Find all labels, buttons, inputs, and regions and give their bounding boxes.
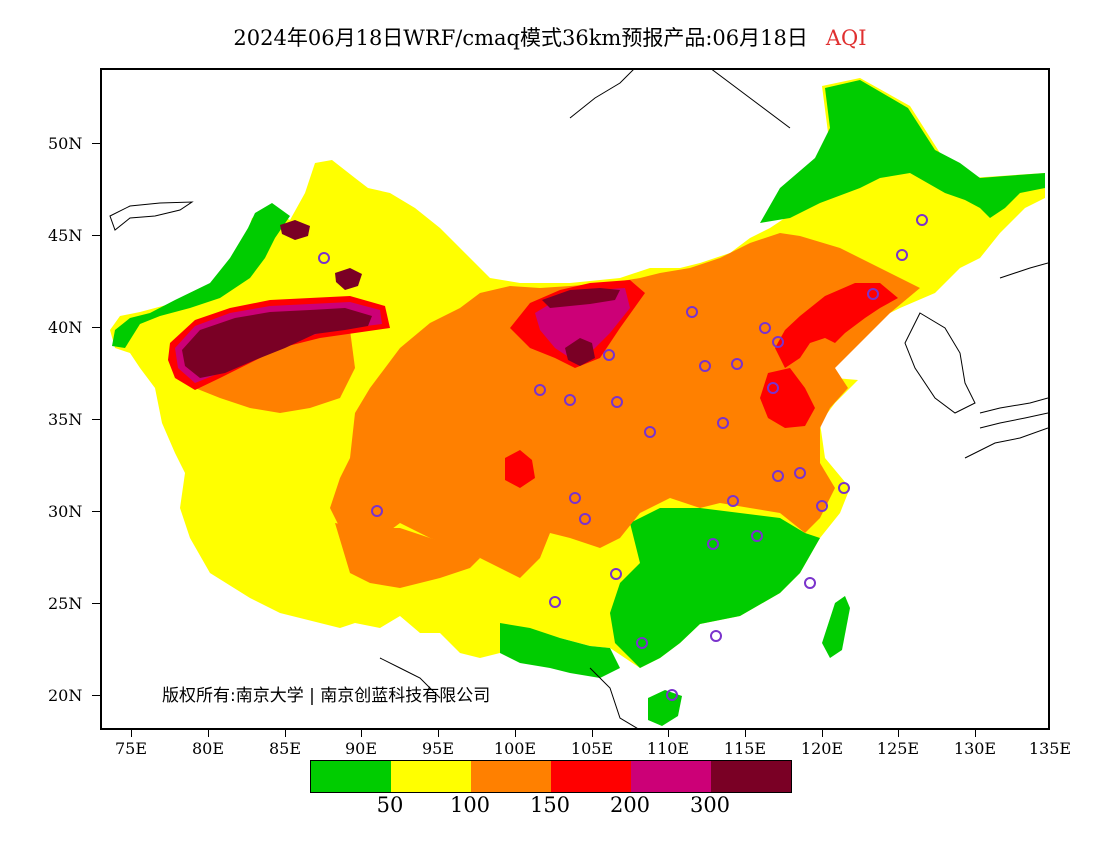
maroon-north-2 (565, 338, 595, 366)
legend-swatch (391, 761, 471, 792)
lon-label-110e: 110E (646, 739, 690, 758)
lat-label-45n: 45N (48, 226, 83, 245)
maroon-junggar (280, 220, 310, 240)
legend-label: 200 (609, 793, 651, 817)
legend-swatch (711, 761, 791, 792)
red-northchina (775, 283, 898, 368)
lon-label-125e: 125E (876, 739, 920, 758)
maroon-junggar-2 (335, 268, 362, 290)
aqi-map (109, 70, 1048, 728)
copyright-notice: 版权所有:南京大学 | 南京创蓝科技有限公司 (162, 686, 491, 706)
map-title: 2024年06月18日WRF/cmaq模式36km预报产品:06月18日 AQI (0, 22, 1100, 52)
lat-label-25n: 25N (48, 594, 83, 613)
lon-tick (515, 730, 516, 737)
legend-label: 50 (376, 793, 404, 817)
lat-tick (92, 603, 100, 604)
orange-southwest (335, 523, 480, 588)
green-southwest (500, 623, 620, 678)
lon-label-105e: 105E (570, 739, 614, 758)
lon-tick (745, 730, 746, 737)
lat-tick (92, 511, 100, 512)
variable-label: AQI (825, 26, 867, 50)
legend-label: 300 (689, 793, 731, 817)
red-sichuan (505, 450, 535, 488)
lon-tick (208, 730, 209, 737)
color-legend (310, 760, 792, 793)
lon-label-120e: 120E (800, 739, 844, 758)
lat-label-30n: 30N (48, 502, 83, 521)
lon-label-85e: 85E (268, 739, 302, 758)
legend-swatch (471, 761, 551, 792)
lat-label-35n: 35N (48, 410, 83, 429)
lon-tick (438, 730, 439, 737)
legend-label: 100 (449, 793, 491, 817)
lat-label-50n: 50N (48, 134, 83, 153)
green-south (610, 508, 820, 668)
lon-tick (285, 730, 286, 737)
lon-tick (898, 730, 899, 737)
title-text: 2024年06月18日WRF/cmaq模式36km预报产品:06月18日 (233, 26, 808, 50)
green-northeast (760, 80, 1045, 223)
lat-tick (92, 143, 100, 144)
lon-label-90e: 90E (344, 739, 378, 758)
green-west (112, 203, 290, 348)
legend-swatch (551, 761, 631, 792)
lon-label-75e: 75E (114, 739, 148, 758)
lat-tick (92, 695, 100, 696)
legend-swatch (631, 761, 711, 792)
lon-tick (361, 730, 362, 737)
lat-tick (92, 235, 100, 236)
lat-tick (92, 327, 100, 328)
lon-tick (822, 730, 823, 737)
lon-label-100e: 100E (493, 739, 537, 758)
orange-central (330, 233, 920, 578)
maroon-tarim (182, 308, 372, 378)
lon-tick (131, 730, 132, 737)
lon-label-95e: 95E (421, 739, 455, 758)
lon-tick (592, 730, 593, 737)
neighbour-outlines (109, 70, 1048, 728)
lon-label-135e: 135E (1028, 739, 1072, 758)
station-markers (318, 214, 928, 701)
lat-label-20n: 20N (48, 686, 83, 705)
lon-tick (668, 730, 669, 737)
taiwan-island (822, 596, 850, 658)
map-panel[interactable] (100, 68, 1050, 730)
legend-label: 150 (529, 793, 571, 817)
legend-swatch (311, 761, 391, 792)
lat-tick (92, 419, 100, 420)
lon-label-130e: 130E (953, 739, 997, 758)
lat-label-40n: 40N (48, 318, 83, 337)
lon-tick (975, 730, 976, 737)
lon-label-80e: 80E (191, 739, 225, 758)
maroon-north (542, 288, 620, 308)
lon-label-115e: 115E (723, 739, 767, 758)
